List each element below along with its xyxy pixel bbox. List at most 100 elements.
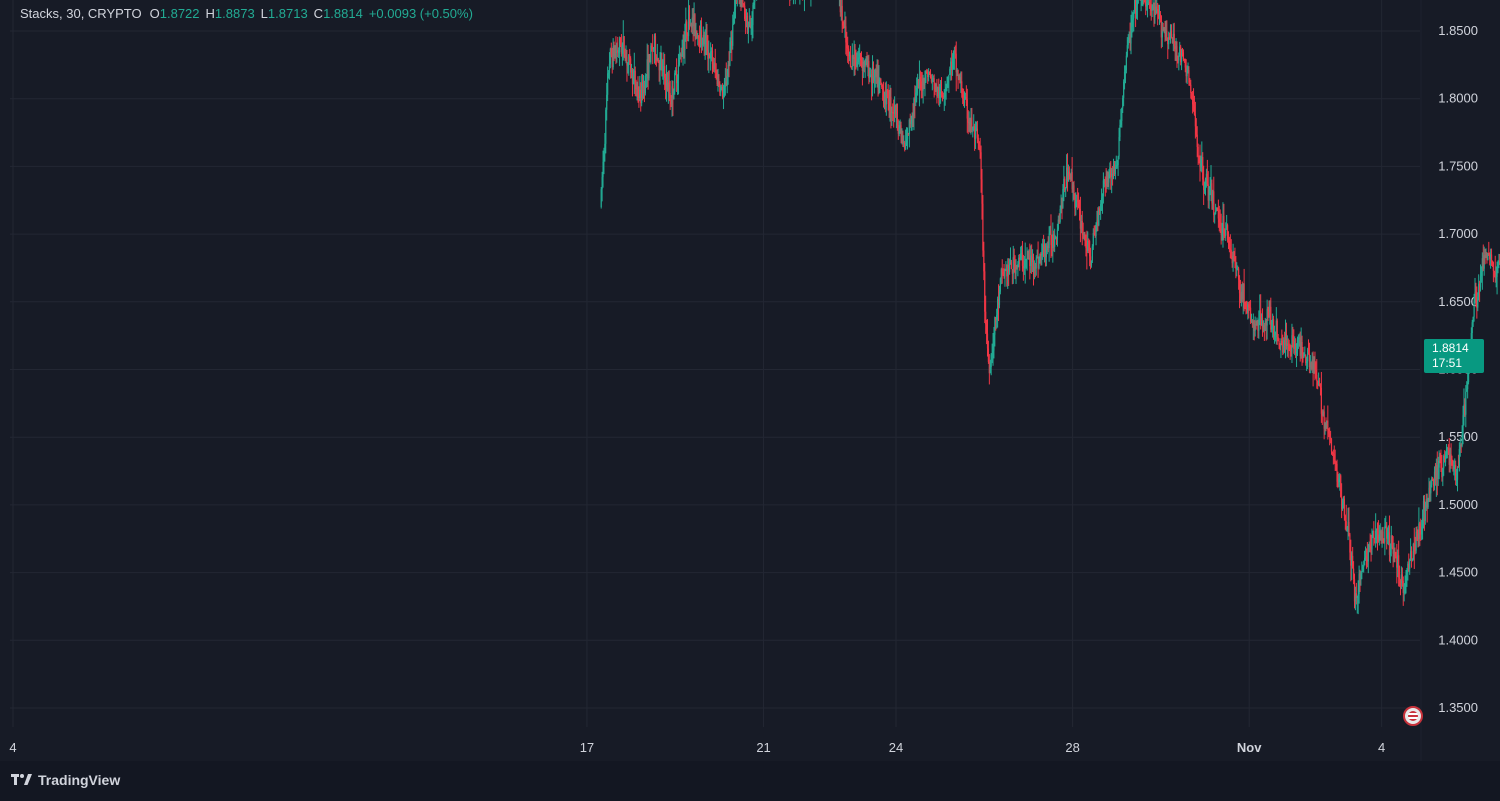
candle-body <box>935 85 937 90</box>
candle-body <box>742 0 744 4</box>
us-flag-icon[interactable] <box>1403 706 1423 726</box>
candle-body <box>1066 167 1068 188</box>
candle-body <box>1406 570 1408 573</box>
candle-body <box>1323 411 1325 429</box>
candle-body <box>915 92 917 103</box>
candle-body <box>1165 30 1167 37</box>
candle-body <box>731 41 733 46</box>
candle-body <box>751 25 753 27</box>
candle-body <box>1208 188 1210 201</box>
candle-body <box>894 105 897 115</box>
candle-body <box>1157 9 1159 11</box>
candle-body <box>1371 537 1373 550</box>
candle-body <box>1436 465 1438 479</box>
candle-body <box>1028 257 1030 260</box>
candle-body <box>610 48 612 55</box>
candle-body <box>687 33 689 37</box>
candle-body <box>1341 503 1344 510</box>
tradingview-logo-icon <box>11 774 32 785</box>
candle-body <box>1219 222 1221 229</box>
candle-body <box>1309 362 1311 368</box>
candle-body <box>1249 307 1252 322</box>
candle-body <box>997 298 1000 305</box>
candle-body <box>961 81 963 94</box>
candle-body <box>665 80 668 90</box>
candle-body <box>720 87 722 93</box>
candle-body <box>1195 126 1197 135</box>
candle-body <box>1116 165 1118 167</box>
candle-body <box>1085 240 1087 249</box>
candle-body <box>958 77 960 80</box>
candle-body <box>1321 413 1323 416</box>
candle-body <box>864 60 866 67</box>
candle-body <box>874 69 876 76</box>
candle-body <box>1061 204 1063 208</box>
candle-body <box>1189 82 1191 85</box>
candle-body <box>708 54 710 59</box>
candle-body <box>1004 270 1006 277</box>
y-tick-label: 1.6500 <box>1438 294 1478 309</box>
candle-body <box>1336 463 1338 482</box>
candle-body <box>962 93 964 99</box>
candle-body <box>648 54 650 79</box>
candle-body <box>1408 563 1410 569</box>
x-axis: 417212428Nov471114 <box>9 740 1385 755</box>
candle-body <box>729 41 731 66</box>
candle-body <box>897 124 899 134</box>
candle-body <box>892 112 894 114</box>
candle-body <box>601 177 603 190</box>
candle-body <box>1015 265 1017 274</box>
candle-body <box>1121 107 1123 121</box>
candle-body <box>639 89 641 99</box>
candle-body <box>1446 447 1449 450</box>
candle-body <box>965 97 967 100</box>
candle-body <box>1241 291 1243 300</box>
candle-body <box>1070 172 1072 180</box>
candle-body <box>1297 337 1299 340</box>
candle-body <box>1011 269 1013 274</box>
candle-body <box>1102 180 1105 197</box>
y-tick-label: 1.7000 <box>1438 226 1478 241</box>
candle-body <box>931 78 933 82</box>
candle-body <box>1179 46 1181 56</box>
candle-body <box>1498 260 1500 266</box>
candle-body <box>1416 531 1418 534</box>
candle-body <box>637 87 639 96</box>
candle-body <box>1496 266 1498 277</box>
candlestick-chart[interactable]: 417212428Nov471114 1.35001.40001.45001.5… <box>0 0 1500 761</box>
candle-body <box>1366 558 1368 562</box>
candle-body <box>1330 438 1333 452</box>
candle-body <box>672 86 674 100</box>
candle-body <box>928 72 931 74</box>
candle-body <box>677 64 680 80</box>
candle-body <box>726 76 728 86</box>
candle-body <box>1054 236 1057 238</box>
candles-layer <box>600 0 1500 615</box>
candle-body <box>753 1 755 6</box>
candle-body <box>1261 317 1263 325</box>
candle-body <box>1428 487 1430 502</box>
candle-body <box>1306 361 1308 364</box>
candle-body <box>848 48 850 57</box>
candle-body <box>1338 478 1340 483</box>
candle-body <box>1412 543 1414 560</box>
candle-body <box>709 54 711 59</box>
candle-body <box>1053 234 1055 247</box>
candle-body <box>1093 233 1095 235</box>
candle-body <box>1266 308 1268 326</box>
candle-body <box>987 348 990 362</box>
candle-body <box>902 136 904 144</box>
candle-body <box>1127 39 1129 46</box>
candle-body <box>1157 10 1160 18</box>
candle-body <box>971 117 973 130</box>
candle-body <box>1359 573 1361 581</box>
candle-body <box>964 97 967 99</box>
candle-body <box>1088 241 1090 243</box>
candle-body <box>859 53 862 61</box>
symbol-label[interactable]: Stacks, 30, CRYPTO <box>20 5 142 21</box>
candle-body <box>924 81 926 86</box>
candle-body <box>1258 318 1260 331</box>
tradingview-logo[interactable]: TradingView <box>11 772 120 788</box>
candle-body <box>1012 257 1014 274</box>
candle-body <box>693 14 695 27</box>
